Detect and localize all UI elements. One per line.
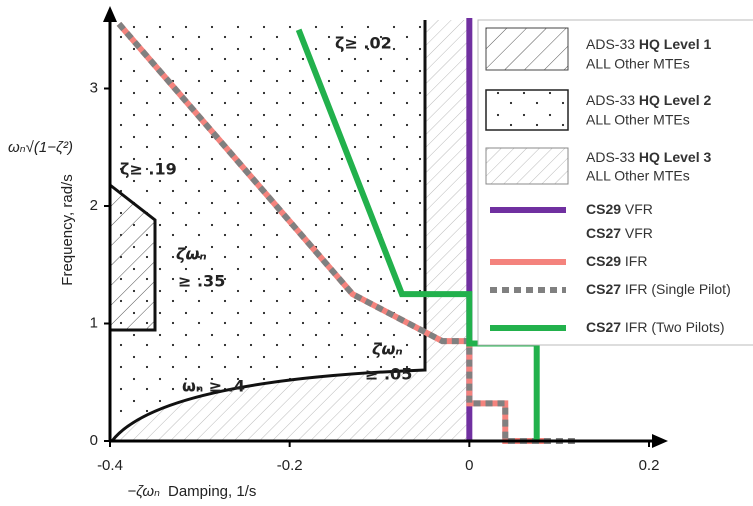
y-arrow (103, 6, 117, 22)
legend-prefix: ADS-33 (586, 36, 635, 52)
legend-name: IFR (Two Pilots) (625, 319, 725, 335)
x-arrow (652, 434, 668, 448)
legend-bold: CS27 (586, 319, 621, 335)
annotation: ≥ .05 (365, 365, 412, 384)
legend-prefix: ADS-33 (586, 149, 635, 165)
x-tick-label: 0.2 (639, 457, 660, 474)
annotation: ζωₙ (176, 245, 207, 264)
annotation: ζωₙ (372, 340, 403, 359)
x-tick-label: -0.4 (97, 457, 123, 474)
x-axis-label: Damping, 1/s (168, 483, 256, 500)
annotation: ≥ .35 (178, 272, 225, 291)
y-axis-label: Frequency, rad/s (59, 174, 76, 285)
x-tick-label: 0 (465, 457, 473, 474)
legend-bold: CS27 (586, 281, 621, 297)
legend-name: HQ Level 2 (639, 92, 712, 108)
level3-region (112, 20, 469, 441)
legend-bold: CS29 (586, 201, 621, 217)
legend-label: ADS-33 HQ Level 1 (586, 36, 712, 52)
legend-name: HQ Level 3 (639, 149, 712, 165)
annotation: ζ≥ .02 (335, 34, 392, 53)
legend-note: ALL Other MTEs (586, 168, 690, 184)
legend-bold: CS29 (586, 253, 621, 269)
legend-label: CS27 IFR (Single Pilot) (586, 281, 731, 297)
y-tick-label: 2 (90, 197, 98, 214)
annotation: ωₙ ≥ .4 (182, 377, 245, 396)
x-axis-symbol: −ζωₙ (127, 483, 160, 500)
series-line (295, 28, 540, 441)
level-boundary (110, 20, 427, 442)
legend-patch (485, 147, 569, 185)
annotation: ζ≥ .19 (120, 160, 177, 179)
plot (116, 18, 578, 444)
y-tick-label: 3 (90, 79, 98, 96)
y-axis-symbol: ωₙ√(1−ζ²) (8, 139, 73, 156)
legend-name: IFR (625, 253, 648, 269)
legend-label: CS29 IFR (586, 253, 647, 269)
legend-bold: CS27 (586, 225, 621, 241)
legend-prefix: ADS-33 (586, 92, 635, 108)
legend-name: VFR (625, 225, 653, 241)
legend-label: ADS-33 HQ Level 3 (586, 149, 712, 165)
y-tick-label: 1 (90, 314, 98, 331)
y-tick-label: 0 (90, 432, 98, 449)
legend-note: ALL Other MTEs (586, 56, 690, 72)
legend-name: IFR (Single Pilot) (625, 281, 731, 297)
regions (108, 20, 469, 442)
legend-label: ADS-33 HQ Level 2 (586, 92, 712, 108)
legend-note: ALL Other MTEs (586, 112, 690, 128)
legend-patch (485, 89, 569, 131)
x-tick-label: -0.2 (277, 457, 303, 474)
legend-label: CS27 IFR (Two Pilots) (586, 319, 725, 335)
legend-label: CS29 VFR (586, 201, 653, 217)
series-line (116, 21, 578, 444)
legend-label: CS27 VFR (586, 225, 653, 241)
legend-patch (485, 27, 569, 71)
legend-name: HQ Level 1 (639, 36, 712, 52)
level2-region (110, 20, 425, 441)
legend: ADS-33 HQ Level 1 ALL Other MTEs ADS-33 HQ… (477, 19, 753, 346)
legend-name: VFR (625, 201, 653, 217)
